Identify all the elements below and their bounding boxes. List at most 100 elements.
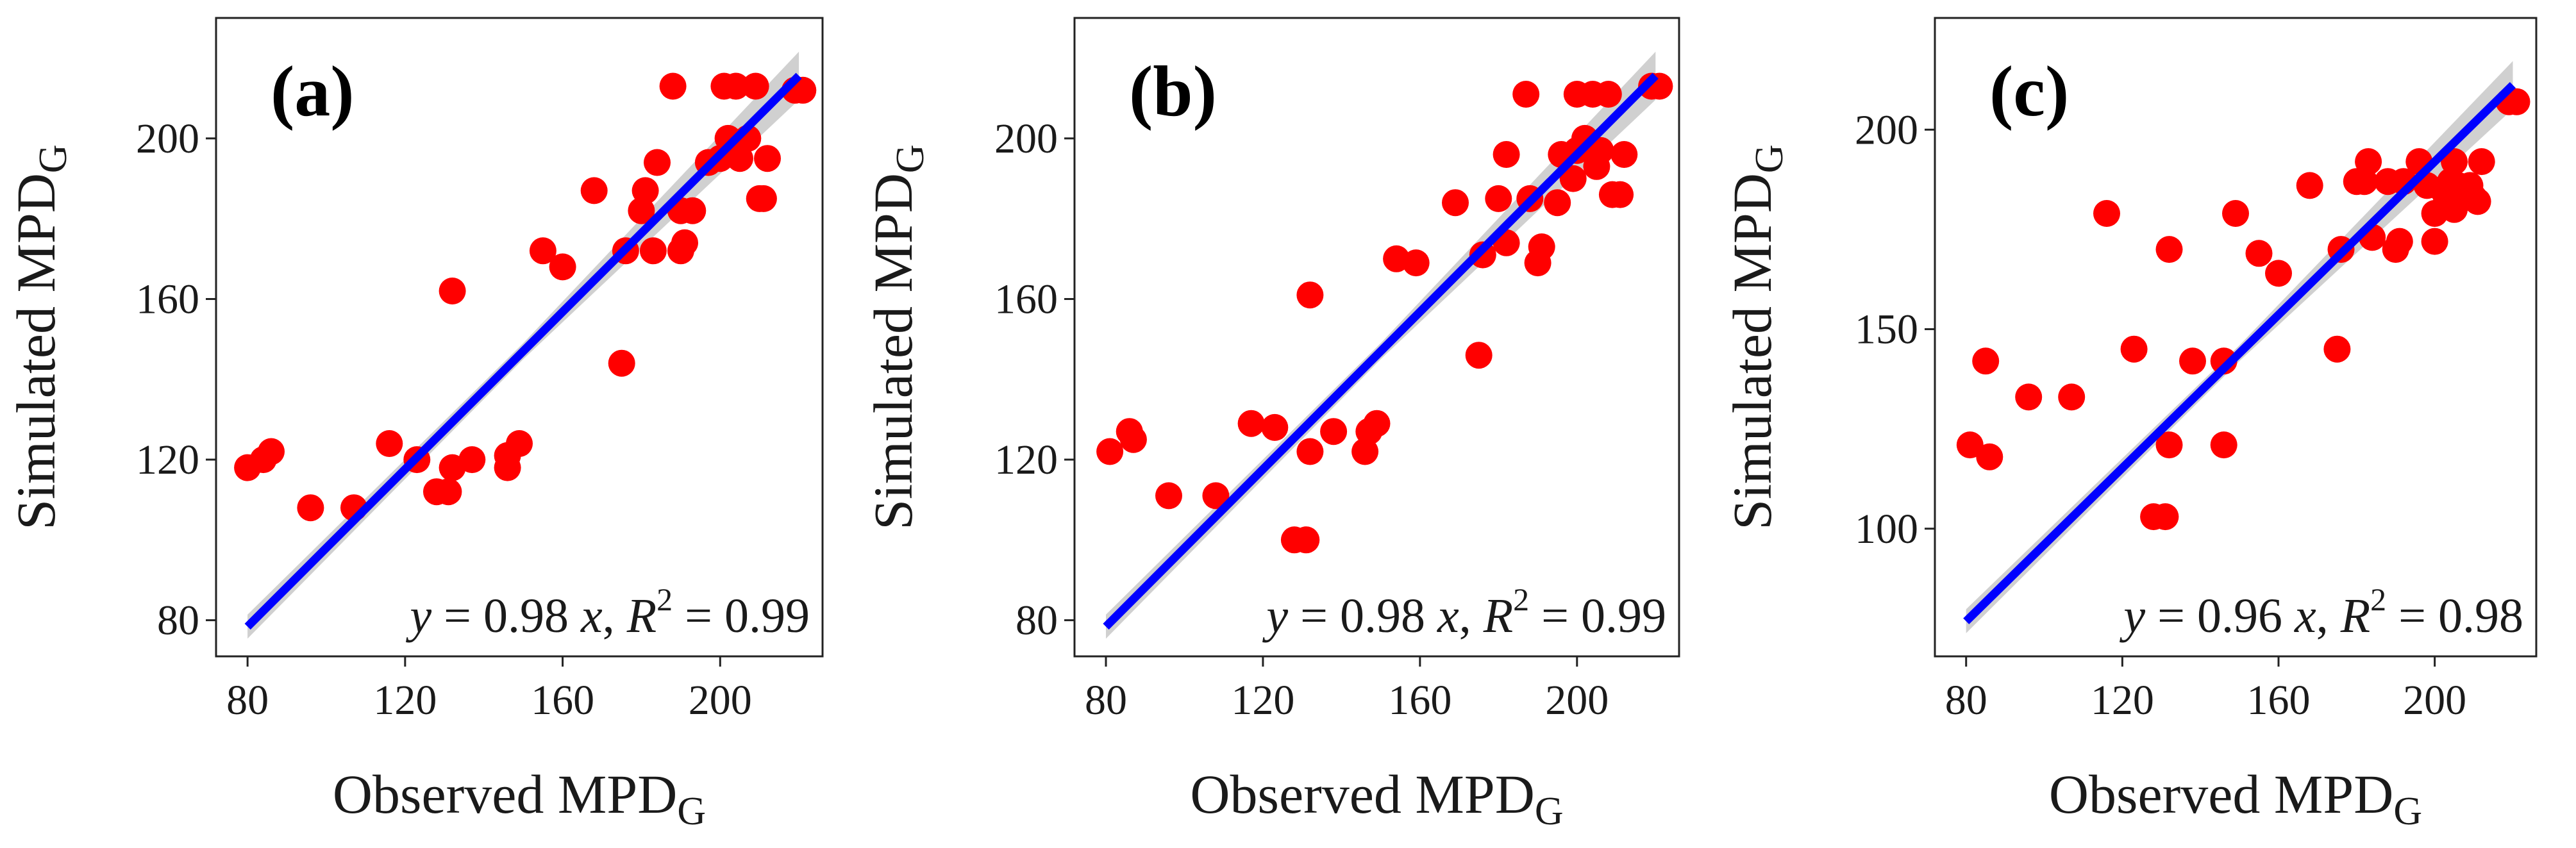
x-tick-label: 160 [531,677,594,724]
equation-r2-value: = 0.99 [1529,589,1666,643]
y-tick-label: 160 [994,276,1058,322]
data-point [2155,431,2183,459]
x-tick-label: 200 [1545,677,1609,724]
data-point [297,494,324,522]
data-point [2323,335,2351,363]
data-point [1237,410,1265,437]
x-tick-label: 160 [2247,677,2311,724]
data-point [2464,188,2491,215]
regression-line [1103,72,1659,630]
data-point [529,237,556,265]
data-point [1956,431,1984,459]
data-point [1351,438,1379,465]
x-axis-title: Observed MPDG [2049,763,2422,833]
data-point [2296,172,2323,199]
data-point [1972,347,2000,375]
data-point [2421,228,2448,255]
x-axis-title-subscript: G [1535,790,1564,833]
equation-slope: = 0.96 [2145,589,2295,643]
equation-r2-value: = 0.98 [2386,589,2523,643]
x-axis-title-text: Observed MPD [2049,763,2393,825]
y-axis-title-text: Simulated MPD [1721,173,1783,530]
equation-x: x [580,589,603,643]
equation-slope: = 0.98 [1288,589,1437,643]
data-point [1202,482,1230,510]
data-point [1559,165,1587,192]
data-point [549,253,576,281]
data-point [679,197,707,224]
data-point [1119,426,1147,453]
data-point [1594,81,1622,108]
data-point [1296,438,1324,465]
equation-superscript: 2 [657,581,673,617]
data-point [1292,526,1320,554]
data-point [1485,185,1512,212]
equation-superscript: 2 [2370,581,2386,617]
regression-line [1963,81,2516,624]
equation-slope: = 0.98 [431,589,581,643]
x-tick-label: 120 [1231,677,1294,724]
data-point [1512,81,1540,108]
data-point [1544,189,1571,217]
data-point [580,177,608,204]
x-tick-label: 80 [226,677,269,724]
y-tick-label: 80 [157,597,199,644]
equation-r2-value: = 0.99 [673,589,810,643]
x-axis-title-text: Observed MPD [333,763,677,825]
data-point [1976,443,2003,470]
data-point [2386,228,2413,255]
equation-superscript: 2 [1513,581,1529,617]
data-point [742,72,769,100]
data-point [1096,438,1124,465]
y-axis-title-text: Simulated MPD [862,173,924,530]
regression-line [244,72,802,630]
data-point [644,149,671,176]
x-axis-title: Observed MPDG [1190,763,1563,833]
regression-equation: y = 0.98 x, R2 = 0.99 [405,581,810,643]
data-point [2210,431,2237,459]
panel-label: (c) [1989,52,2069,131]
data-point [671,229,698,256]
data-point [639,237,667,265]
y-axis-title: Simulated MPDG [862,144,932,529]
data-point [1320,418,1348,445]
data-point [2265,260,2292,287]
y-axis-title: Simulated MPDG [1721,144,1791,529]
x-tick-label: 120 [373,677,437,724]
data-point [1442,189,1469,217]
data-point [1469,241,1496,269]
y-axis-title-subscript: G [889,144,932,173]
equation-y: y [1262,589,1288,643]
data-point [2152,503,2179,531]
regression-equation: y = 0.98 x, R2 = 0.99 [1262,581,1666,643]
y-axis-title: Simulated MPDG [5,144,75,529]
equation-r: R [626,589,657,643]
data-point [2503,88,2530,115]
data-point [1465,342,1493,369]
x-tick-label: 120 [2091,677,2154,724]
data-point [2351,168,2378,195]
equation-x: x [2294,589,2316,643]
data-point [2155,236,2183,263]
x-tick-label: 200 [689,677,752,724]
y-tick-label: 100 [1855,506,1918,553]
regression-equation: y = 0.96 x, R2 = 0.98 [2119,581,2523,643]
y-tick-label: 200 [994,115,1058,162]
panel-label: (b) [1129,52,1217,131]
x-tick-label: 80 [1945,677,1987,724]
x-axis-title-subscript: G [677,790,706,833]
equation-y: y [2119,589,2145,643]
data-point [1363,410,1391,437]
y-tick-label: 120 [994,436,1058,483]
data-point [439,278,466,304]
data-point [2179,347,2206,375]
data-point [628,197,655,224]
data-point [2210,347,2237,375]
data-point [608,349,635,377]
x-tick-label: 200 [2403,677,2466,724]
data-point [2120,335,2148,363]
data-point [506,430,533,457]
y-tick-label: 200 [136,115,199,162]
x-tick-label: 80 [1085,677,1127,724]
